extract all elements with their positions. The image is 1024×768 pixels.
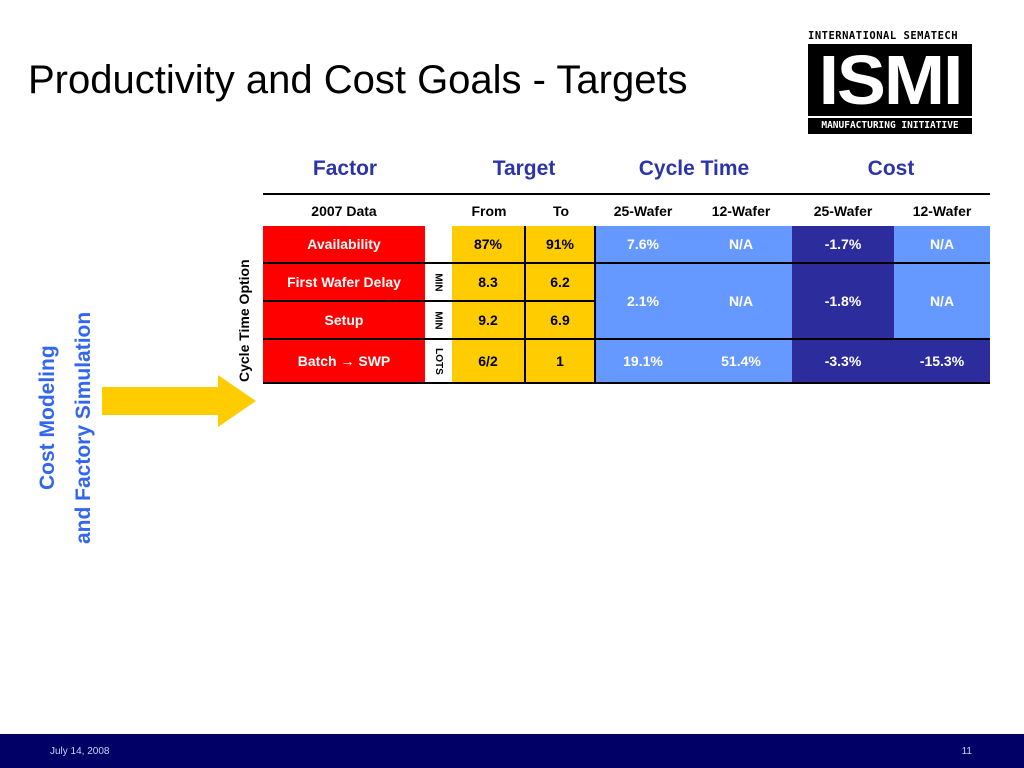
- header-target: Target: [492, 157, 556, 180]
- row-batch-from: 6/2: [452, 340, 526, 384]
- footer-date: July 14, 2008: [50, 746, 110, 757]
- merged-ct12: N/A: [690, 264, 792, 340]
- row-setup-to: 6.9: [526, 302, 596, 340]
- footer-bar: July 14, 2008 11: [0, 734, 1024, 768]
- header-factor: Factor: [312, 157, 378, 180]
- right-arrow-icon: [102, 375, 256, 427]
- row-availability-c25: -1.7%: [792, 226, 894, 264]
- cycle-time-option-label: Cycle Time Option: [236, 259, 252, 382]
- subheader-cost-25: 25-Wafer: [813, 203, 873, 219]
- row-batch-unit: LOTS: [425, 340, 452, 384]
- merged-ct25: 2.1%: [596, 264, 690, 340]
- row-availability-to: 91%: [526, 226, 596, 264]
- unit-label: LOTS: [432, 347, 444, 375]
- row-setup-from: 9.2: [452, 302, 526, 340]
- row-availability-ct25: 7.6%: [596, 226, 690, 264]
- ismi-logo: INTERNATIONAL SEMATECH ISMI MANUFACTURIN…: [808, 30, 972, 134]
- row-batch-c12: -15.3%: [894, 340, 990, 384]
- side-label-line2: and Factory Simulation: [72, 311, 95, 544]
- row-first-wafer-delay-factor: First Wafer Delay: [263, 264, 425, 302]
- logo-top-text: INTERNATIONAL SEMATECH: [808, 30, 959, 42]
- subheader-data: 2007 Data: [311, 203, 377, 219]
- header-cycle-time: Cycle Time: [638, 157, 750, 180]
- row-availability-unit: [425, 226, 452, 264]
- side-label: Cost Modeling and Factory Simulation: [36, 258, 96, 548]
- row-availability-ct12: N/A: [690, 226, 792, 264]
- subheader-ct-25: 25-Wafer: [613, 203, 673, 219]
- side-label-line1: Cost Modeling: [36, 345, 59, 490]
- row-batch-ct12: 51.4%: [690, 340, 792, 384]
- row-first-wafer-delay-unit: MIN: [425, 264, 452, 302]
- row-setup-unit: MIN: [425, 302, 452, 340]
- logo-main-text: ISMI: [818, 41, 964, 119]
- merged-c25: -1.8%: [792, 264, 894, 340]
- logo-bottom-text: MANUFACTURING INITIATIVE: [808, 118, 972, 134]
- row-first-wafer-delay-from: 8.3: [452, 264, 526, 302]
- row-availability-factor: Availability: [263, 226, 425, 264]
- subheader-cost-12: 12-Wafer: [912, 203, 972, 219]
- logo-main: ISMI: [808, 44, 972, 116]
- header-cost: Cost: [867, 157, 915, 180]
- page-number: 11: [961, 746, 972, 757]
- subheader-to: To: [552, 203, 570, 219]
- row-setup-factor: Setup: [263, 302, 425, 340]
- merged-c12: N/A: [894, 264, 990, 340]
- header-divider: [263, 193, 990, 195]
- subheader-ct-12: 12-Wafer: [711, 203, 771, 219]
- row-batch-c25: -3.3%: [792, 340, 894, 384]
- row-batch-ct25: 19.1%: [596, 340, 690, 384]
- row-first-wafer-delay-to: 6.2: [526, 264, 596, 302]
- row-batch-factor: Batch → SWP: [263, 340, 425, 384]
- row-availability-from: 87%: [452, 226, 526, 264]
- row-availability-c12: N/A: [894, 226, 990, 264]
- unit-label: MIN: [433, 310, 444, 330]
- slide-title: Productivity and Cost Goals - Targets: [28, 58, 688, 102]
- row-batch-to: 1: [526, 340, 596, 384]
- subheader-from: From: [471, 203, 507, 219]
- unit-label: MIN: [433, 272, 444, 292]
